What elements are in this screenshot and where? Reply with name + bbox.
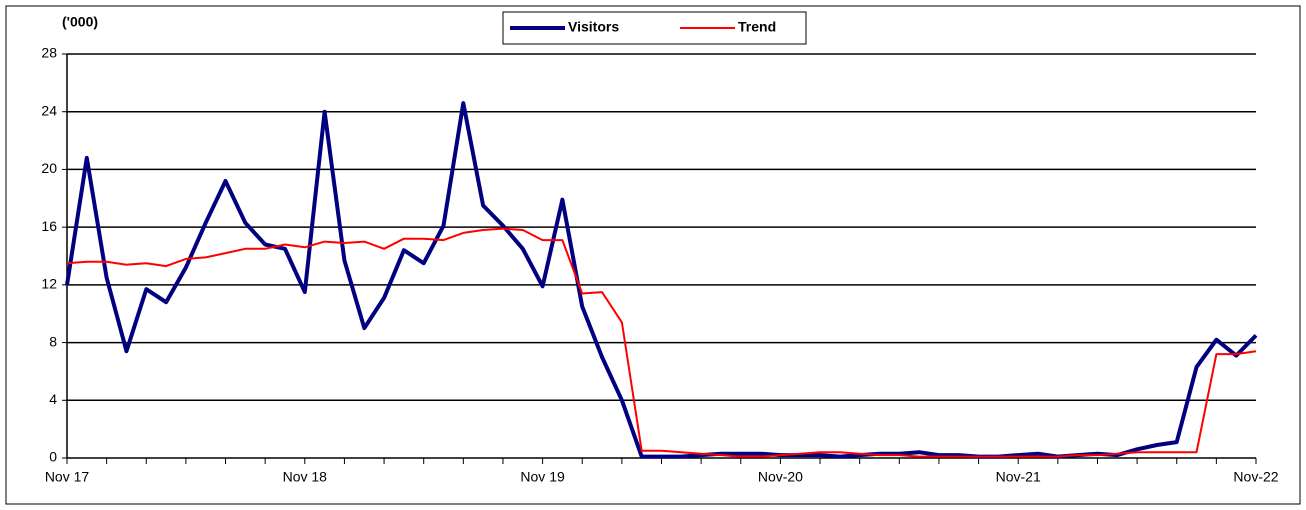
series-line	[66, 227, 1257, 458]
legend-label: Trend	[738, 19, 776, 35]
y-tick-label: 16	[41, 218, 57, 234]
x-tick-label: Nov 19	[520, 469, 565, 485]
x-tick-label: Nov-20	[758, 469, 803, 485]
y-tick-label: 4	[49, 391, 57, 407]
y-tick-label: 0	[49, 449, 57, 465]
y-tick-label: 24	[41, 102, 57, 118]
x-tick-label: Nov-22	[1233, 469, 1278, 485]
chart-border	[5, 5, 1301, 505]
unit-label: ('000)	[62, 14, 98, 30]
x-tick-label: Nov 18	[283, 469, 328, 485]
y-tick-label: 28	[41, 45, 57, 61]
series-line	[65, 101, 1258, 459]
x-tick-label: Nov-21	[996, 469, 1041, 485]
y-tick-label: 8	[49, 333, 57, 349]
y-tick-label: 20	[41, 160, 57, 176]
y-tick-label: 12	[41, 276, 57, 292]
legend-label: Visitors	[568, 19, 619, 35]
x-tick-label: Nov 17	[45, 469, 90, 485]
